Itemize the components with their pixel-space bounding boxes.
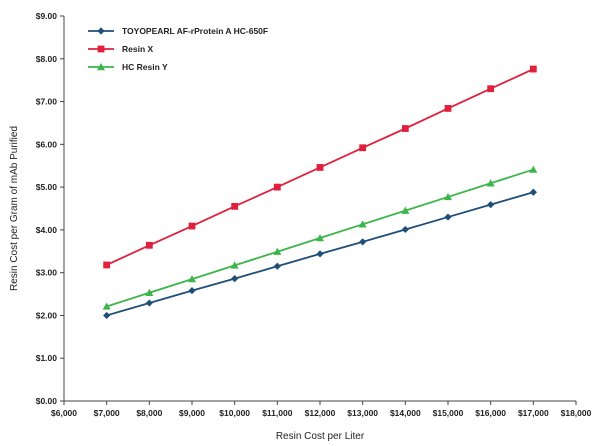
data-point bbox=[359, 238, 367, 246]
legend-item: Resin X bbox=[88, 44, 154, 54]
x-tick-label: $8,000 bbox=[136, 408, 162, 418]
data-point bbox=[358, 220, 367, 228]
x-tick-label: $9,000 bbox=[179, 408, 205, 418]
data-point bbox=[444, 105, 452, 112]
data-point bbox=[529, 188, 537, 196]
x-ticks: $6,000 $7,000 $8,000 $9,000 $10,000 $11,000 $1… bbox=[51, 401, 592, 418]
data-point bbox=[102, 302, 111, 310]
legend-label: Resin X bbox=[122, 44, 154, 54]
x-tick-label: $13,000 bbox=[347, 408, 378, 418]
series-group bbox=[103, 188, 537, 320]
y-tick-label: $5.00 bbox=[36, 182, 58, 192]
x-tick-label: $7,000 bbox=[94, 408, 120, 418]
y-tick-label: $9.00 bbox=[36, 11, 58, 21]
y-tick-label: $6.00 bbox=[36, 139, 58, 149]
data-point bbox=[188, 275, 196, 283]
series-group bbox=[102, 165, 538, 310]
data-point bbox=[188, 287, 196, 295]
x-tick-label: $18,000 bbox=[561, 408, 592, 418]
data-point bbox=[188, 222, 196, 230]
data-point bbox=[401, 225, 409, 234]
data-point bbox=[145, 299, 153, 307]
y-tick-label: $2.00 bbox=[36, 310, 58, 320]
data-point bbox=[145, 241, 153, 249]
y-ticks: $0.00 $1.00 $2.00 $3.00 $4.00 $5.00 $6.00 $7.00… bbox=[36, 11, 64, 406]
data-point bbox=[486, 179, 495, 187]
data-point bbox=[316, 250, 324, 258]
data-point bbox=[230, 261, 239, 269]
y-tick-label: $4.00 bbox=[36, 225, 58, 235]
x-tick-label: $17,000 bbox=[518, 408, 549, 418]
data-point bbox=[444, 213, 452, 221]
series-group bbox=[103, 65, 537, 269]
data-point bbox=[487, 201, 495, 209]
y-tick-label: $1.00 bbox=[36, 353, 58, 363]
data-point bbox=[401, 125, 409, 132]
legend-label: HC Resin Y bbox=[122, 62, 168, 72]
data-point bbox=[103, 311, 111, 320]
x-tick-label: $12,000 bbox=[305, 408, 336, 418]
data-point bbox=[359, 144, 367, 152]
data-point bbox=[529, 65, 537, 73]
data-point bbox=[231, 275, 239, 283]
x-tick-label: $11,000 bbox=[262, 408, 293, 418]
x-tick-label: $15,000 bbox=[433, 408, 464, 418]
x-tick-label: $10,000 bbox=[219, 408, 250, 418]
y-axis-label: Resin Cost per Gram of mAb Purified bbox=[9, 126, 20, 291]
data-point bbox=[444, 192, 452, 201]
series-layer bbox=[102, 65, 538, 320]
legend-swatch-marker bbox=[97, 27, 105, 35]
data-point bbox=[103, 261, 111, 269]
data-point bbox=[316, 234, 324, 242]
data-point bbox=[273, 247, 282, 255]
legend-item: HC Resin Y bbox=[88, 62, 168, 72]
axes: $0.00 $1.00 $2.00 $3.00 $4.00 $5.00 $6.00 $7.00… bbox=[36, 11, 592, 418]
data-point bbox=[273, 262, 281, 270]
data-point bbox=[145, 288, 154, 296]
data-point bbox=[529, 165, 538, 173]
legend-swatch-marker bbox=[97, 63, 105, 71]
y-tick-label: $0.00 bbox=[36, 396, 58, 406]
data-point bbox=[487, 85, 495, 93]
legend-label: TOYOPEARL AF-rProtein A HC-650F bbox=[122, 26, 268, 36]
legend: TOYOPEARL AF-rProtein A HC-650F Resin X HC… bbox=[88, 26, 268, 72]
legend-item: TOYOPEARL AF-rProtein A HC-650F bbox=[88, 26, 268, 36]
legend-swatch-marker bbox=[97, 45, 105, 53]
y-tick-label: $3.00 bbox=[36, 268, 58, 278]
y-tick-label: $7.00 bbox=[36, 97, 58, 107]
y-tick-label: $8.00 bbox=[36, 54, 58, 64]
data-point bbox=[273, 183, 281, 191]
data-point bbox=[316, 164, 324, 171]
x-tick-label: $14,000 bbox=[390, 408, 421, 418]
x-tick-label: $6,000 bbox=[51, 408, 77, 418]
x-axis-label: Resin Cost per Liter bbox=[276, 431, 365, 442]
data-point bbox=[401, 206, 410, 214]
x-tick-label: $16,000 bbox=[475, 408, 506, 418]
data-point bbox=[231, 202, 239, 210]
